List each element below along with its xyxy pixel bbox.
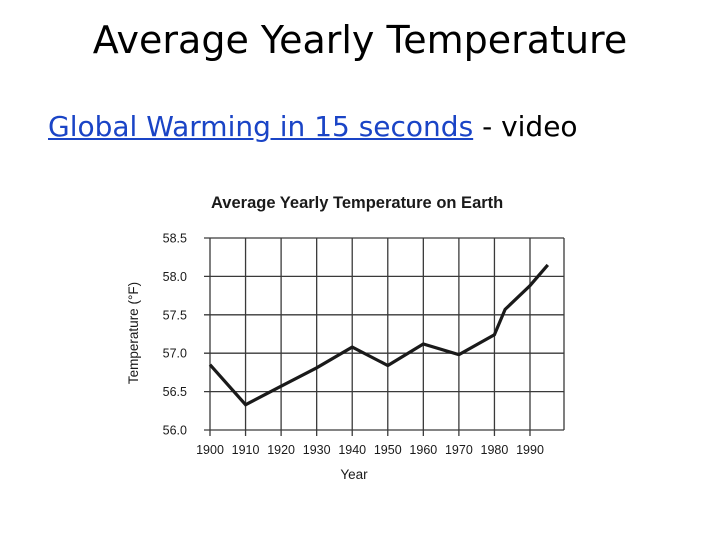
x-tick-label: 1980	[481, 443, 509, 457]
x-tick-label: 1960	[409, 443, 437, 457]
x-tick-label: 1930	[303, 443, 331, 457]
x-tick-label: 1920	[267, 443, 295, 457]
chart-title: Average Yearly Temperature on Earth	[211, 194, 503, 212]
x-tick-label: 1970	[445, 443, 473, 457]
y-tick-label: 57.0	[163, 347, 187, 361]
video-link[interactable]: Global Warming in 15 seconds	[48, 110, 474, 143]
y-tick-label: 56.0	[163, 424, 187, 438]
y-tick-label: 58.0	[163, 270, 187, 284]
x-tick-label: 1900	[196, 443, 224, 457]
y-tick-label: 58.5	[163, 232, 187, 246]
y-tick-label: 57.5	[163, 308, 187, 322]
y-tick-label: 56.5	[163, 385, 187, 399]
tick-labels: 56.0 56.5 57.0 57.5 58.0 58.5 1900 1910 1920 1930…	[163, 232, 544, 458]
x-axis-title: Year	[340, 467, 368, 482]
series-line-temperature	[208, 263, 550, 407]
slide-title: Average Yearly Temperature	[92, 18, 628, 62]
grid	[204, 237, 565, 436]
y-axis-title: Temperature (°F)	[126, 282, 141, 384]
x-tick-label: 1950	[374, 443, 402, 457]
subtitle-line: Global Warming in 15 seconds - video	[48, 110, 578, 143]
x-tick-label: 1910	[232, 443, 260, 457]
x-tick-label: 1990	[516, 443, 544, 457]
video-suffix-text: - video	[473, 110, 578, 143]
x-tick-label: 1940	[338, 443, 366, 457]
